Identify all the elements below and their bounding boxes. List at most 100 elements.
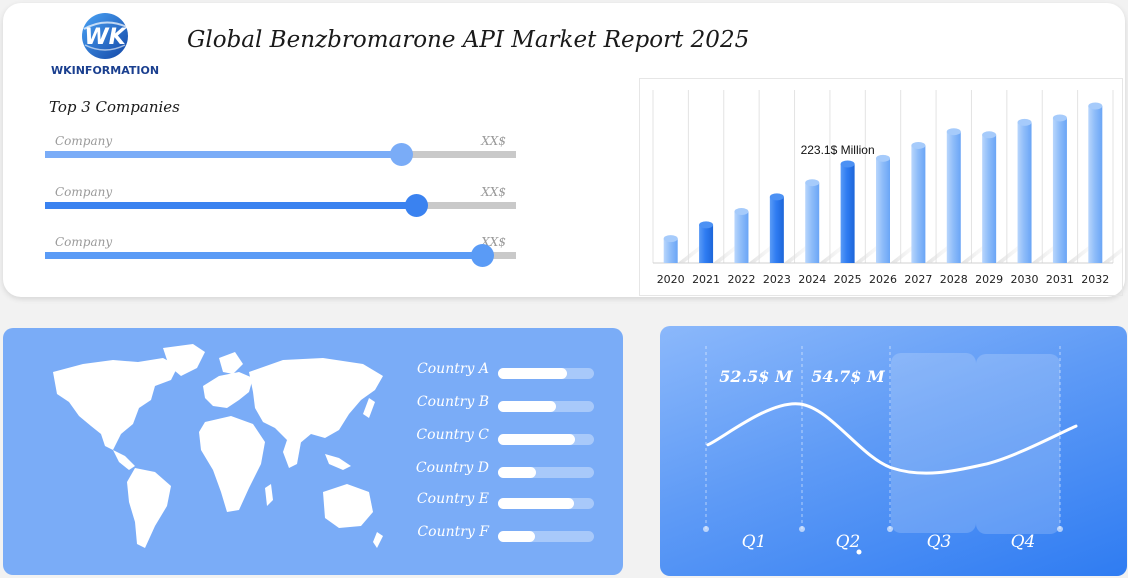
bar-cap [946,128,961,136]
quarter-marker [1057,526,1063,532]
slider-handle[interactable] [405,194,429,217]
x-tick-label: 2021 [692,273,720,286]
chart-frame [639,78,1123,296]
market-size-bar-chart: 2020 2021 2022 2023 2024 2025 2026 2027 2028 2029… [639,78,1123,296]
country-label: Country C [416,427,489,443]
svg-text:WK: WK [84,25,127,50]
bar-cap [840,160,855,168]
x-tick-label: 2030 [1011,273,1039,286]
company-label: Company [55,134,113,148]
overview-card: WK WKINFORMATION Global Benzbromarone AP… [3,3,1125,297]
slider-track[interactable] [45,143,516,166]
company-slider-3[interactable]: Company XX$ [45,235,516,267]
bar-2028[interactable] [946,131,961,263]
slider-track[interactable] [45,244,516,267]
country-label: Country D [415,460,489,476]
country-bar-track [498,401,594,412]
x-tick-label: 2028 [940,273,968,286]
quarter-highlight [891,353,976,533]
active-quarter-dot [856,549,862,555]
country-row: Country C [401,427,601,449]
company-value: XX$ [481,185,506,199]
quarter-tick-label: Q3 [927,532,952,552]
x-tick-label: 2022 [727,273,755,286]
data-label-2025: 223.1$ Million [801,143,875,157]
companies-title: Top 3 Companies [49,98,180,116]
quarter-value-label: 52.5$ M [719,367,794,386]
globe-icon: WK [82,13,128,59]
slider-fill [45,252,483,259]
country-label: Country E [416,491,489,507]
bar-2025[interactable] [840,164,855,263]
slider-handle[interactable] [471,244,495,267]
slider-handle[interactable] [389,143,413,166]
country-bar-fill [498,531,536,542]
bar-cap [805,179,820,187]
slider-fill [45,202,417,209]
quarter-tick-label: Q4 [1011,532,1036,552]
page-title: Global Benzbromarone API Market Report 2… [187,27,750,53]
x-tick-label: 2023 [763,273,791,286]
company-slider-2[interactable]: Company XX$ [45,185,516,217]
company-value: XX$ [481,134,506,148]
bar-2032[interactable] [1088,105,1103,263]
bar-2030[interactable] [1017,122,1032,263]
bar-2026[interactable] [876,158,890,263]
bar-2022[interactable] [734,211,749,263]
quarterly-line-chart: 52.5$ M 54.7$ M Q1 Q2 Q3 Q4 [703,346,1078,555]
bar-cap [982,131,997,139]
bar-2029[interactable] [982,134,997,263]
slider-fill [45,151,401,158]
quarterly-series-line [706,402,1078,475]
slider-track[interactable] [45,194,516,217]
bar-cap [1052,114,1067,122]
x-tick-label: 2031 [1046,273,1074,286]
country-row: Country E [401,491,601,513]
x-tick-label: 2020 [657,273,685,286]
country-bar-track [498,467,594,478]
country-bar-track [498,531,594,542]
quarter-marker [703,526,709,532]
bar-2027[interactable] [911,145,926,263]
quarter-marker [887,526,893,532]
x-tick-label: 2025 [834,273,862,286]
bar-2021[interactable] [699,224,714,263]
company-label: Company [55,185,113,199]
bar-cap [1017,118,1032,126]
quarter-marker [799,526,805,532]
country-bar-track [498,498,594,509]
country-label: Country B [416,394,489,410]
bar-2031[interactable] [1052,117,1067,263]
wkinformation-logo: WK WKINFORMATION [45,9,165,77]
x-tick-label: 2027 [904,273,932,286]
company-label: Company [55,235,113,249]
quarter-value-label: 54.7$ M [811,367,886,386]
bar-2023[interactable] [769,196,784,263]
bar-2024[interactable] [805,182,820,263]
x-tick-label: 2024 [798,273,826,286]
country-label: Country F [417,524,489,540]
country-bar-fill [498,368,568,379]
quarter-tick-label: Q2 [836,532,861,552]
x-tick-label: 2032 [1081,273,1109,286]
bar-cap [876,154,890,162]
bar-cap [1088,102,1103,110]
world-map-icon [53,344,383,548]
country-row: Country D [401,460,601,482]
country-row: Country A [401,361,601,383]
bar-cap [734,208,749,216]
bar-cap [911,141,926,149]
quarter-highlight [976,354,1060,534]
bar-cap [699,221,714,229]
x-tick-label: 2029 [975,273,1003,286]
bar-cap [663,235,678,243]
country-bar-fill [498,498,574,509]
country-bar-track [498,434,594,445]
x-tick-label: 2026 [869,273,897,286]
bar-shadow [1102,246,1123,263]
company-slider-1[interactable]: Company XX$ [45,134,516,166]
logo-text: WKINFORMATION [50,64,160,77]
country-row: Country F [401,524,601,546]
bar-2020[interactable] [663,238,678,263]
country-row: Country B [401,394,601,416]
